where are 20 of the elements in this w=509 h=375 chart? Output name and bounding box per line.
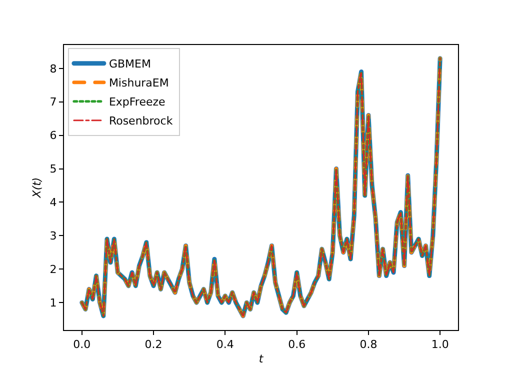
y-tick-label: 8 [50, 62, 57, 76]
y-axis-title: X(t) [30, 177, 44, 199]
y-tick-label: 5 [50, 162, 57, 176]
y-tick-label: 4 [50, 196, 57, 210]
y-tick-label: 3 [50, 230, 57, 243]
y-tick-label: 2 [50, 262, 57, 276]
x-tick-label: 0.0 [73, 338, 91, 352]
x-axis-title: t [258, 352, 264, 366]
legend-label: MishuraEM [108, 76, 169, 90]
x-tick-label: 0.6 [288, 338, 306, 352]
y-tick-label: 6 [50, 129, 57, 142]
x-tick-label: 0.8 [360, 338, 378, 352]
y-tick-label: 7 [50, 96, 57, 109]
x-tick-label: 0.2 [144, 338, 162, 352]
x-tick-label: 0.4 [216, 338, 234, 352]
y-tick-label: 1 [50, 296, 57, 310]
legend-label: ExpFreeze [108, 96, 166, 109]
legend-label: GBMEM [108, 58, 151, 71]
x-tick-label: 1.0 [431, 338, 449, 352]
legend-label: Rosenbrock [108, 114, 174, 128]
